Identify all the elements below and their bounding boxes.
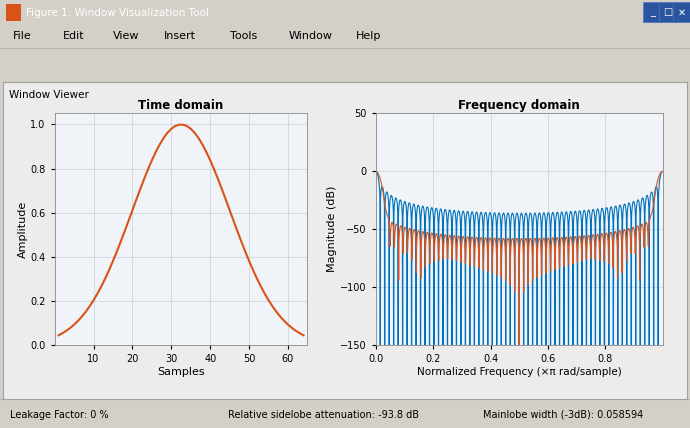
Text: Window Viewer: Window Viewer (9, 90, 89, 100)
Bar (6, 4, 21, 21)
Text: Figure 1: Window Visualization Tool: Figure 1: Window Visualization Tool (26, 8, 209, 18)
Bar (659, 3, 677, 22)
Text: Leakage Factor: 0 %: Leakage Factor: 0 % (10, 410, 109, 420)
Title: Frequency domain: Frequency domain (458, 99, 580, 112)
Bar (643, 3, 661, 22)
Text: Relative sidelobe attenuation: -93.8 dB: Relative sidelobe attenuation: -93.8 dB (228, 410, 419, 420)
X-axis label: Normalized Frequency (×π rad/sample): Normalized Frequency (×π rad/sample) (417, 367, 622, 377)
Text: Tools: Tools (230, 31, 257, 41)
Text: □: □ (663, 7, 673, 18)
Text: _: _ (649, 7, 655, 18)
Y-axis label: Amplitude: Amplitude (17, 201, 28, 258)
Text: ✕: ✕ (678, 7, 686, 18)
X-axis label: Samples: Samples (157, 367, 205, 377)
Text: Insert: Insert (164, 31, 195, 41)
Title: Time domain: Time domain (139, 99, 224, 112)
Text: View: View (113, 31, 139, 41)
Bar (673, 3, 690, 22)
Y-axis label: Magnitude (dB): Magnitude (dB) (327, 186, 337, 272)
Text: Window: Window (289, 31, 333, 41)
Text: Edit: Edit (63, 31, 84, 41)
Text: File: File (12, 31, 31, 41)
Text: Help: Help (356, 31, 382, 41)
Text: Mainlobe width (-3dB): 0.058594: Mainlobe width (-3dB): 0.058594 (483, 410, 643, 420)
